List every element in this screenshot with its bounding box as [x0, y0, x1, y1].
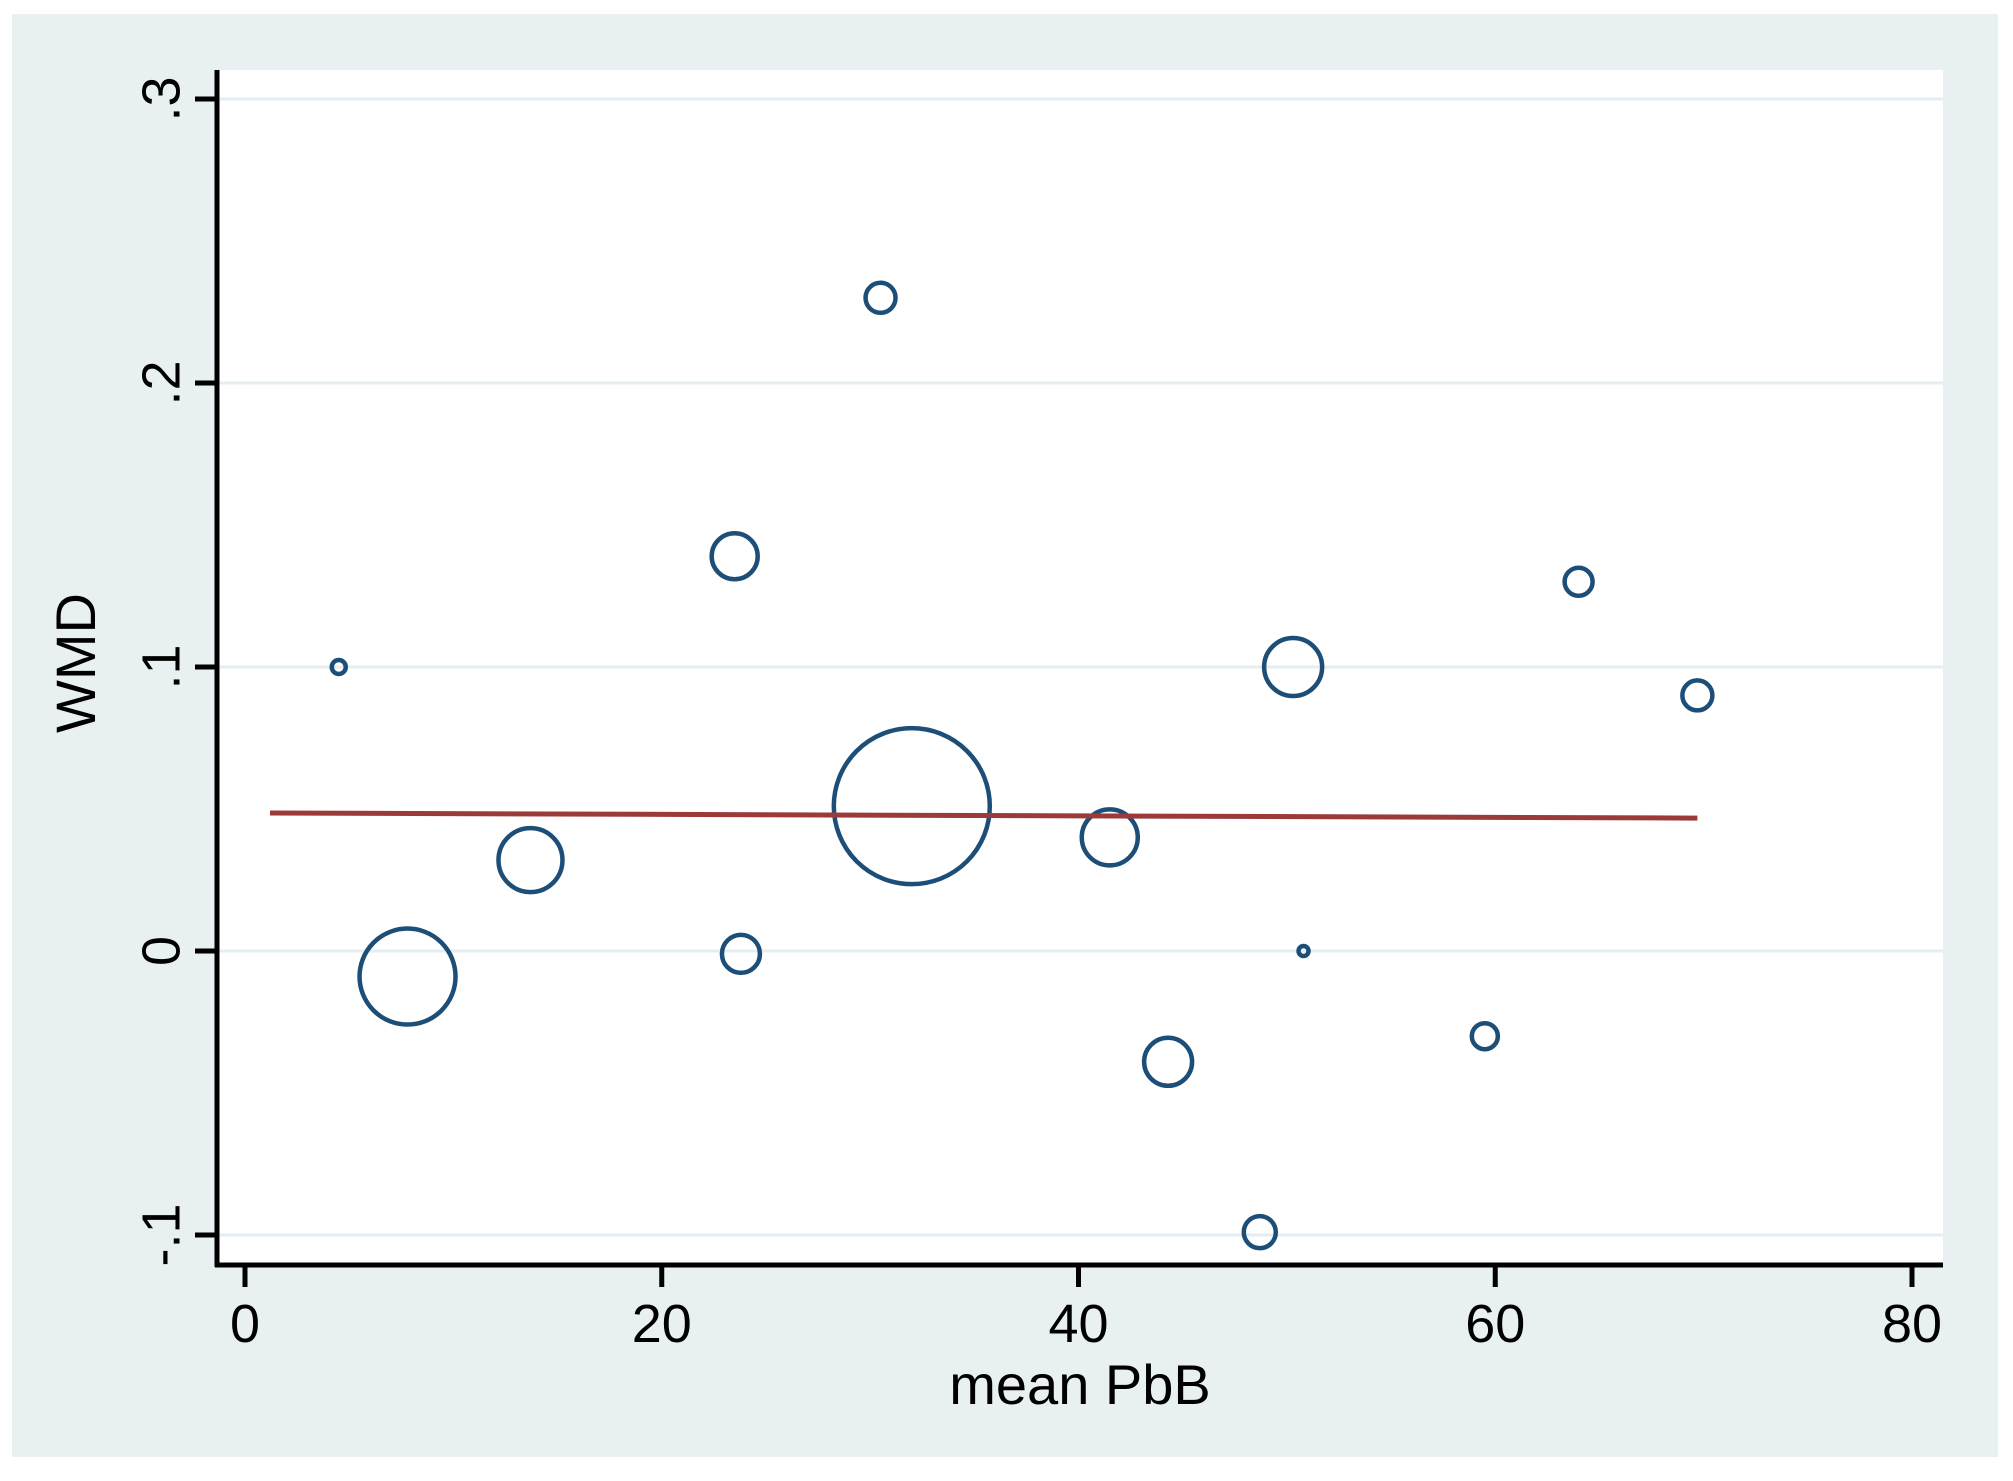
bubble-marker	[831, 725, 993, 887]
y-tick-label: -.1	[131, 1203, 191, 1266]
x-tick-label: 60	[1465, 1294, 1525, 1354]
y-tick-label: .3	[131, 76, 191, 121]
x-tick-label: 80	[1882, 1294, 1942, 1354]
bubble-marker	[709, 530, 760, 582]
bubble-marker	[863, 280, 898, 316]
bubble-marker	[1562, 565, 1595, 599]
bubble-marker	[357, 926, 458, 1027]
bubble-marker	[1141, 1035, 1195, 1089]
x-tick-label: 20	[632, 1294, 692, 1354]
y-tick-label: .1	[131, 644, 191, 689]
y-axis-title: WMD	[44, 593, 107, 733]
gridlines	[219, 97, 1943, 1237]
bubble-marker	[1296, 943, 1311, 959]
tick-marks	[195, 96, 1915, 1287]
y-tick-label: .2	[131, 360, 191, 405]
x-tick-label: 0	[230, 1294, 260, 1354]
regression-line	[269, 810, 1698, 821]
bubble-marker	[1469, 1020, 1501, 1052]
bubble-marker	[1079, 807, 1141, 868]
bubble-markers	[329, 280, 1715, 1251]
bubble-marker	[1680, 678, 1715, 713]
y-tick-label: 0	[131, 936, 191, 966]
bubble-marker	[1241, 1213, 1279, 1251]
bubble-marker	[329, 657, 349, 677]
bubble-marker	[719, 932, 763, 976]
bubble-marker	[496, 825, 565, 895]
x-tick-label: 40	[1048, 1294, 1108, 1354]
tick-labels: .3 .2 .1 0 -.1 0 20 40 60 80	[131, 76, 1942, 1354]
bubble-marker	[1261, 635, 1325, 699]
x-axis-title: mean PbB	[949, 1353, 1211, 1416]
